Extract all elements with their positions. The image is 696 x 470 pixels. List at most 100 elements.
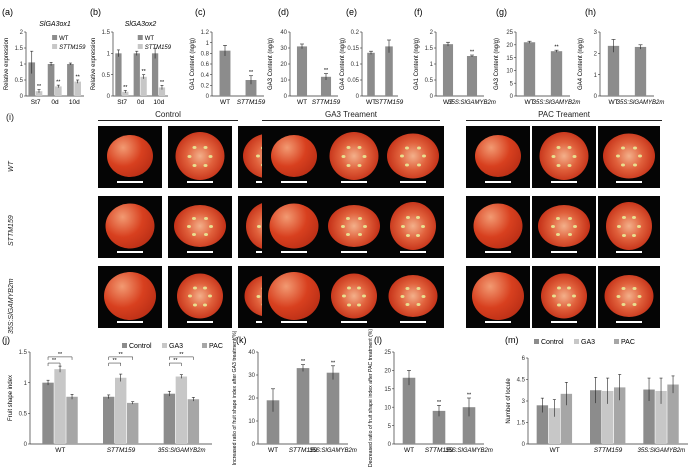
seed (400, 294, 405, 298)
seed (346, 163, 351, 167)
seed (362, 294, 367, 298)
y-tick-label: 0 (206, 94, 210, 100)
bar (402, 377, 416, 444)
scale-bar (341, 321, 367, 323)
bar-wt (133, 53, 140, 96)
fruit-photo (382, 196, 444, 258)
bar-wt (67, 64, 74, 96)
tomato-fruit (473, 203, 523, 249)
fruit-photo (532, 126, 596, 188)
category-label: WT (443, 99, 453, 106)
seed (567, 286, 572, 290)
y-axis-label: Relative expression (91, 38, 97, 90)
legend-swatch (52, 44, 58, 49)
seed (556, 216, 561, 220)
panel-letter-j: (j) (2, 335, 10, 345)
y-axis-label: Fruit shape index (8, 375, 14, 421)
fruit-photo (532, 196, 596, 258)
seed (567, 145, 572, 149)
y-tick-label: 1.5 (15, 46, 24, 52)
y-axis-label: GA1 Content (ng/g) (414, 38, 420, 90)
category-label: 35S:SlGAMYB2m (445, 448, 493, 454)
tomato-fruit (472, 271, 524, 320)
legend-label: PAC (209, 343, 223, 350)
y-tick-label: 40 (248, 350, 255, 356)
seed (416, 163, 421, 167)
seed (621, 163, 626, 167)
scale-bar (281, 181, 307, 183)
bar-control (643, 389, 655, 444)
seed (638, 154, 643, 158)
seed (556, 303, 561, 307)
tomato-fruit (541, 273, 587, 319)
seed (192, 163, 197, 167)
legend-label: Control (129, 343, 152, 350)
panel-letter-d: (d) (278, 7, 289, 17)
category-label: 10d (153, 99, 164, 106)
scale-bar (616, 251, 642, 253)
seed (357, 145, 362, 149)
seed (572, 154, 577, 158)
tomato-fruit (475, 134, 521, 177)
y-tick-label: 10 (506, 69, 513, 75)
seed (340, 224, 345, 228)
category-label: 0d (137, 99, 145, 106)
group-header-control: Control (155, 110, 181, 119)
significance-mark: ** (76, 75, 81, 81)
significance-bracket (108, 362, 121, 367)
seed (416, 286, 421, 290)
category-label: 35S:SlGAMYB2m (533, 100, 581, 106)
tomato-fruit (603, 133, 655, 179)
scale-bar (400, 181, 426, 183)
tomato-fruit (107, 134, 153, 177)
category-label: 35S:SlGAMYB2m (158, 448, 206, 454)
category-label: St7 (117, 99, 127, 106)
tomato-fruit (104, 271, 156, 320)
significance-bracket (108, 356, 133, 360)
tomato-fruit (175, 131, 225, 180)
seed (567, 303, 572, 307)
significance-mark: ** (249, 70, 254, 76)
legend-swatch (202, 343, 207, 348)
seed (632, 215, 637, 219)
y-tick-label: 1 (206, 41, 210, 47)
bar (550, 51, 563, 96)
seed (632, 146, 637, 150)
y-axis-label: GA4 Content (ng/g) (340, 38, 346, 90)
y-tick-label: 20 (280, 62, 287, 68)
seed (203, 286, 208, 290)
seed (203, 232, 208, 236)
category-label: St7 (31, 99, 41, 106)
y-tick-label: 0.5 (102, 73, 111, 79)
y-tick-label: 5 (388, 424, 392, 430)
seed (405, 215, 410, 219)
y-tick-label: 20 (506, 43, 513, 49)
y-tick-label: 0.4 (201, 73, 210, 79)
y-tick-label: 0.1 (351, 62, 360, 68)
legend-swatch (52, 35, 58, 40)
row-label-35s-slgamyb2m: 35S:SlGAMYB2m (8, 278, 15, 334)
scale-bar (341, 181, 367, 183)
bar (466, 56, 478, 96)
category-label: WT (608, 99, 618, 106)
y-tick-label: 0 (107, 94, 111, 100)
bar-ga3 (602, 390, 614, 444)
legend-label: WT (59, 36, 69, 42)
scale-bar (400, 321, 426, 323)
bar-ga3 (548, 408, 561, 444)
seed (405, 286, 410, 290)
y-tick-label: 10 (248, 419, 255, 425)
y-tick-label: 1 (594, 73, 598, 79)
group-header-pac: PAC Treament (538, 110, 590, 119)
category-label: WT (268, 447, 278, 454)
bar-pac (66, 396, 78, 444)
chart-title: SlGA3ox2 (125, 21, 157, 28)
significance-mark: ** (113, 358, 118, 364)
tomato-fruit (271, 134, 317, 177)
seed (192, 286, 197, 290)
category-label: WT (297, 99, 307, 106)
significance-bracket (169, 362, 182, 367)
seed (363, 224, 368, 228)
significance-mark: ** (56, 80, 61, 86)
y-tick-label: 15 (384, 387, 391, 393)
